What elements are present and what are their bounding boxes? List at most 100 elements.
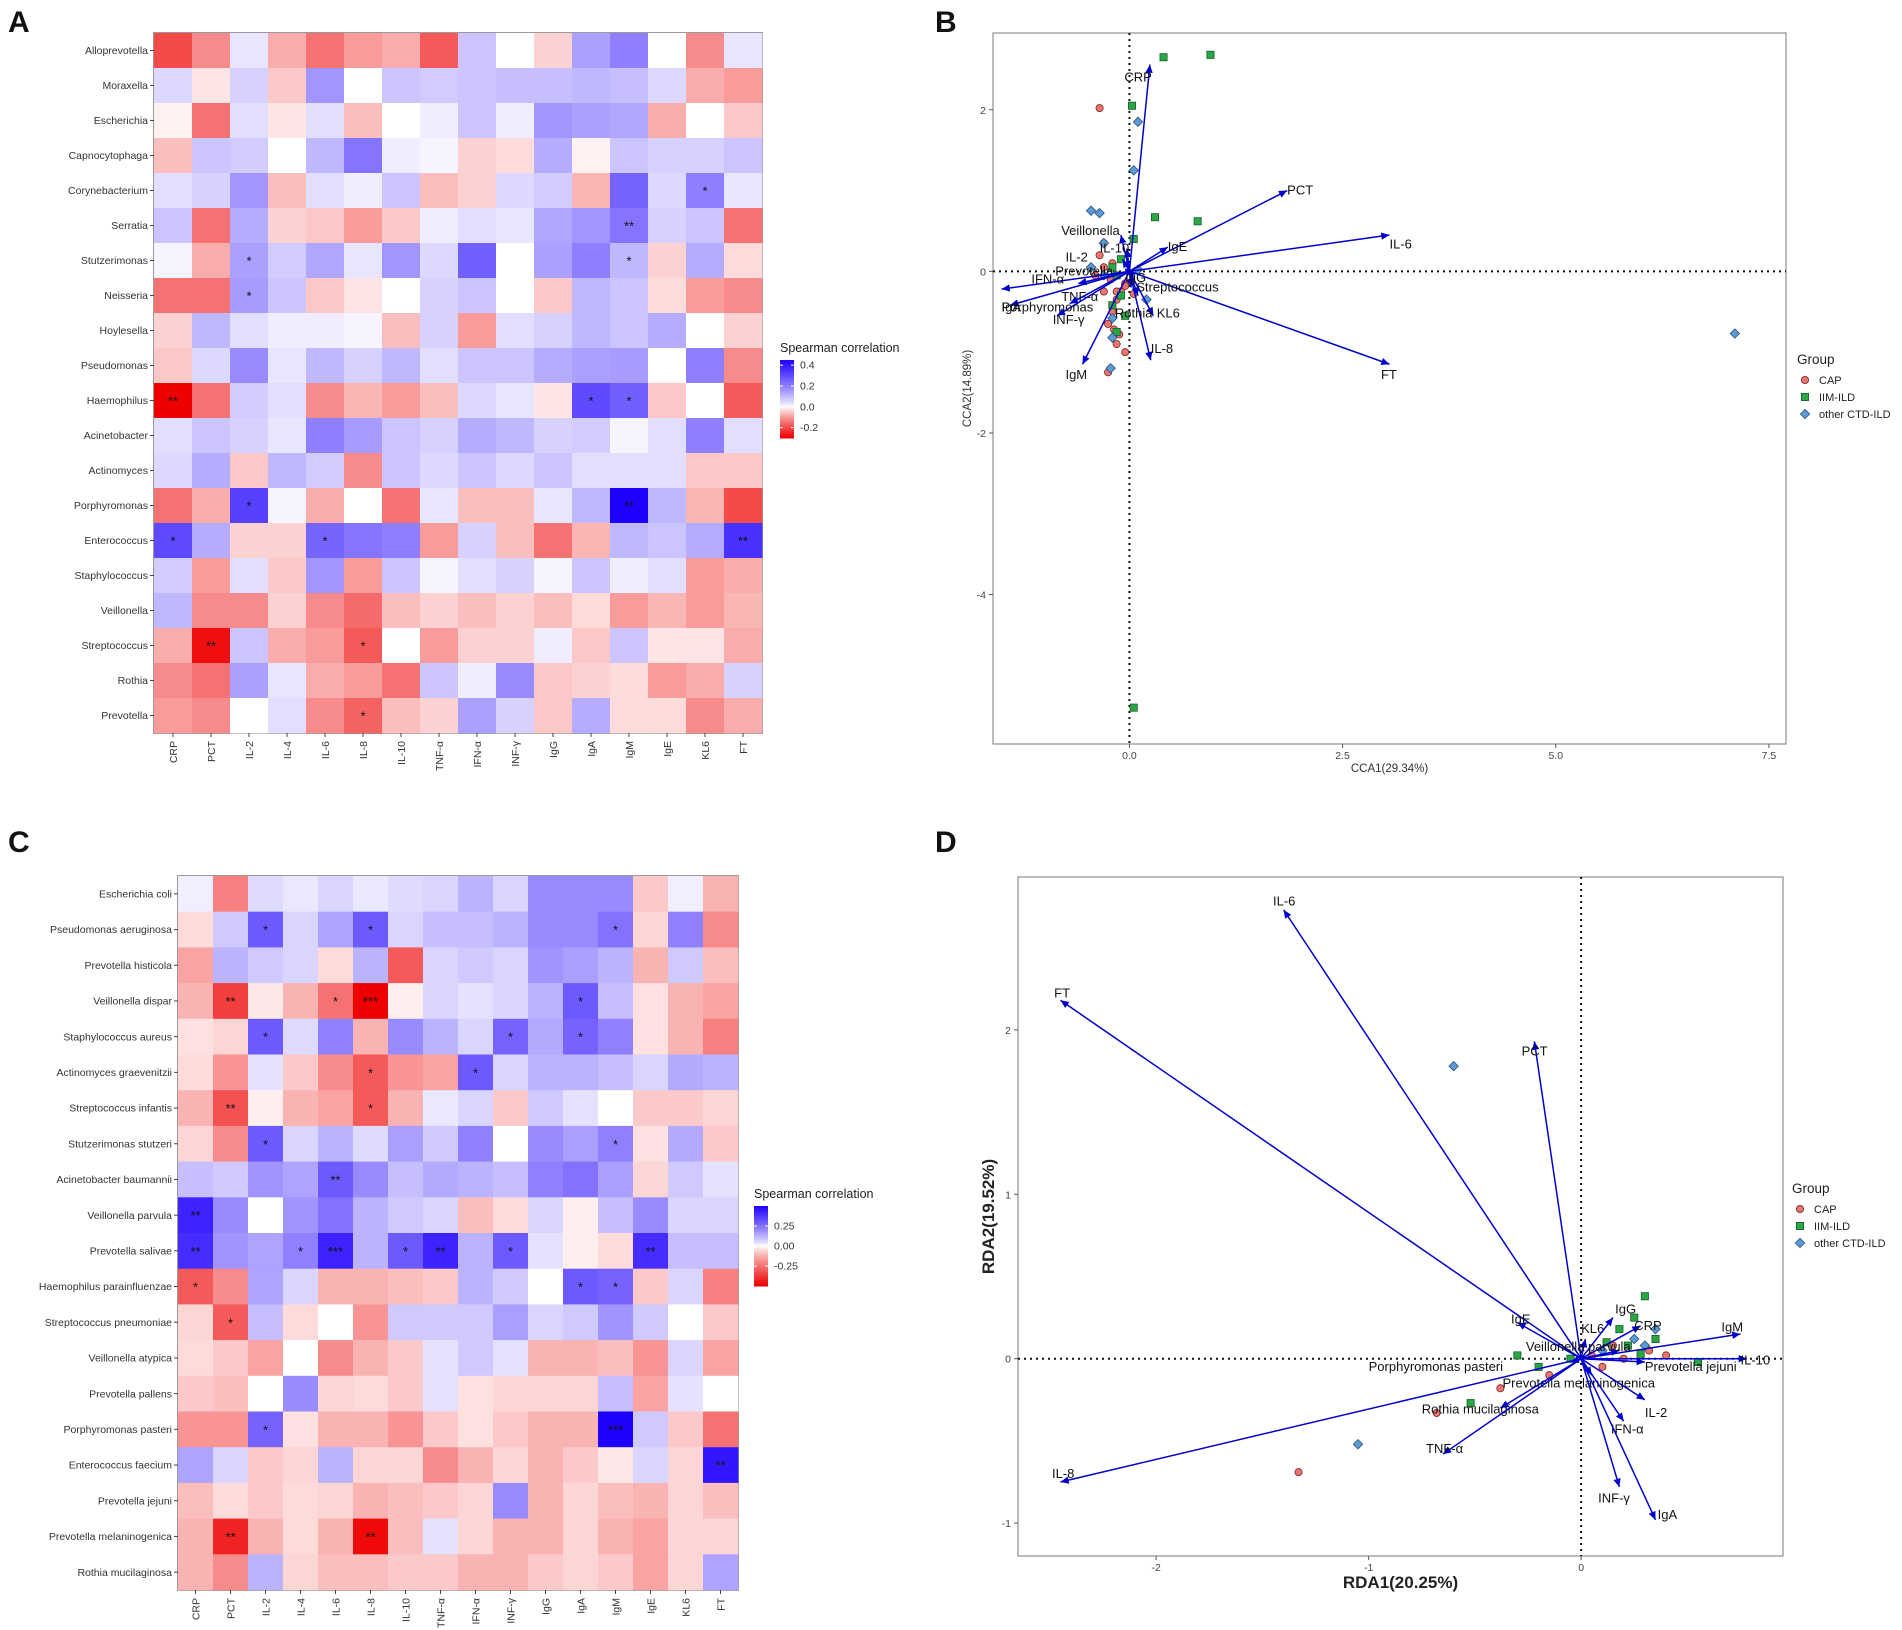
heatmap-cell-corynebacterium-kl6 <box>686 173 725 209</box>
row-label-escherichia-coli: Escherichia coli <box>99 888 172 900</box>
heatmap-cell-veillonella-tnf <box>420 593 459 629</box>
arrow-label-igm: IgM <box>1065 367 1087 382</box>
legend-color-step <box>754 1224 768 1227</box>
row-label-porphyromonas-pasteri: Porphyromonas pasteri <box>63 1424 172 1436</box>
heatmap-cell-moraxella-igm <box>610 68 649 104</box>
legend-tick-label: 0.4 <box>800 360 815 372</box>
heatmap-cell-rothia-mucilaginosa-iga <box>563 1554 599 1591</box>
heatmap-cell-streptococcus-infantis-igg <box>528 1090 564 1127</box>
heatmap-cell-staphylococcus-aureus-pct <box>213 1018 249 1055</box>
heatmap-cell-serratia-il-2 <box>230 208 269 244</box>
heatmap-cell-prevotella-pallens-ige <box>633 1375 669 1412</box>
sample-point-iim-ild <box>1116 255 1125 264</box>
heatmap-cell-staphylococcus-pct <box>192 558 231 594</box>
row-label-corynebacterium: Corynebacterium <box>68 185 148 197</box>
heatmap-cell-porphyromonas-pasteri-il-4 <box>283 1411 319 1448</box>
heatmap-cell-streptococcus-pneumoniae-pct <box>213 1304 249 1341</box>
legend-color-step <box>780 385 794 388</box>
heatmap-cell-hoylesella-inf <box>496 313 535 349</box>
heatmap-cell-enterococcus-igg <box>534 523 573 559</box>
heatmap-cell-prevotella-igg <box>534 698 573 734</box>
heatmap-cell-acinetobacter-il-6 <box>306 418 345 454</box>
legend-color-step <box>754 1218 768 1221</box>
column-label-il-8: IL-8 <box>365 1598 377 1616</box>
heatmap-cell-prevotella-inf <box>496 698 535 734</box>
heatmap-cell-prevotella-crp <box>154 698 193 734</box>
heatmap-cell-actinomyces-graevenitzii-ft <box>703 1054 739 1091</box>
legend-color-step <box>754 1214 768 1217</box>
significance-mark: * <box>263 1422 268 1437</box>
heatmap-cell-haemophilus-parainfluenzae-igg <box>528 1268 564 1305</box>
heatmap-cell-hoylesella-ige <box>648 313 687 349</box>
heatmap-cell-porphyromonas-crp <box>154 488 193 524</box>
heatmap-cell-actinomyces-graevenitzii-crp <box>178 1054 214 1091</box>
legend-color-step <box>754 1248 768 1251</box>
legend-color-step <box>754 1250 768 1253</box>
legend-color-step <box>780 375 794 379</box>
heatmap-cell-prevotella-melaninogenica-il-6 <box>318 1518 354 1555</box>
heatmap-cell-streptococcus-ige <box>648 628 687 664</box>
column-label-il-2: IL-2 <box>260 1598 272 1616</box>
arrow-head <box>1610 1348 1620 1356</box>
row-label-capnocytophaga: Capnocytophaga <box>69 150 149 162</box>
heatmap-cell-porphyromonas-igg <box>534 488 573 524</box>
heatmap-cell-veillonella-parvula-il-10 <box>388 1197 424 1234</box>
heatmap-cell-prevotella-pallens-il-10 <box>388 1375 424 1412</box>
heatmap-cell-prevotella-jejuni-ft <box>703 1482 739 1519</box>
legend-tick-label: 0.0 <box>800 401 815 413</box>
x-tick-label: 0.0 <box>1122 750 1137 762</box>
arrow-label-pct: PCT <box>1287 183 1313 198</box>
arrow-inf <box>1056 270 1130 317</box>
legend-color-step <box>780 379 794 382</box>
significance-mark: * <box>360 709 365 724</box>
group-legend-label-cap: CAP <box>1814 1204 1837 1216</box>
heatmap-cell-serratia-crp <box>154 208 193 244</box>
arrow-label-il-6: IL-6 <box>1273 894 1295 909</box>
legend-title: Spearman correlation <box>754 1187 874 1201</box>
heatmap-cell-rothia-crp <box>154 663 193 699</box>
heatmap-cell-actinomyces-il-10 <box>382 453 421 489</box>
row-label-staphylococcus: Staphylococcus <box>74 570 148 582</box>
heatmap-cell-moraxella-ft <box>724 68 763 104</box>
heatmap-cell-veillonella-igg <box>534 593 573 629</box>
heatmap-cell-actinomyces-graevenitzii-inf <box>493 1054 529 1091</box>
arrow-kl6 <box>1128 270 1154 317</box>
column-label-pct: PCT <box>225 1597 237 1619</box>
heatmap-cell-veillonella-ifn <box>458 593 497 629</box>
heatmap-cell-prevotella-iga <box>572 698 611 734</box>
significance-mark: * <box>322 534 327 549</box>
heatmap-cell-veillonella-parvula-il-4 <box>283 1197 319 1234</box>
heatmap-cell-veillonella-parvula-crp <box>178 1197 214 1234</box>
row-label-pseudomonas-aeruginosa: Pseudomonas aeruginosa <box>50 924 172 936</box>
sample-point-iim-ild <box>1112 327 1121 336</box>
heatmap-cell-enterococcus-ige <box>648 523 687 559</box>
heatmap-cell-veillonella-parvula-il-8 <box>353 1197 389 1234</box>
legend-color-step <box>780 430 794 433</box>
heatmap-cell-veillonella-dispar-il-4 <box>283 983 319 1020</box>
heatmap-cell-escherichia-coli-il-8 <box>353 876 389 913</box>
heatmap-cell-porphyromonas-iga <box>572 488 611 524</box>
heatmap-cell-pseudomonas-aeruginosa-pct <box>213 911 249 948</box>
arrow-head <box>1124 248 1132 258</box>
row-label-alloprevotella: Alloprevotella <box>85 45 148 57</box>
sample-point-iim-ild <box>1566 1354 1575 1363</box>
heatmap-panel-c: Escherichia coli Pseudomonas aeruginosa Pr… <box>39 875 739 1628</box>
legend-color-step <box>780 367 794 371</box>
sample-point-iim-ild <box>1193 217 1202 226</box>
heatmap-cell-prevotella-salivae-il-10 <box>388 1233 424 1270</box>
legend-color-step <box>780 383 794 386</box>
heatmap-cell-actinomyces-graevenitzii-igm <box>598 1054 634 1091</box>
heatmap-cell-streptococcus-infantis-ifn <box>458 1090 494 1127</box>
legend-color-step <box>754 1228 768 1231</box>
heatmap-cell-veillonella-dispar-igm <box>598 983 634 1020</box>
heatmap-cell-capnocytophaga-il-10 <box>382 138 421 174</box>
arrow-igm <box>1081 271 1131 365</box>
legend-color-step <box>780 400 794 404</box>
column-label-iga: IgA <box>586 741 598 757</box>
heatmap-cell-staphylococcus-ifn <box>458 558 497 594</box>
row-label-stutzerimonas-stutzeri: Stutzerimonas stutzeri <box>68 1138 172 1150</box>
heatmap-cell-haemophilus-il-2 <box>230 383 269 419</box>
heatmap-cell-escherichia-coli-il-6 <box>318 876 354 913</box>
heatmap-cell-streptococcus-pneumoniae-ifn <box>458 1304 494 1341</box>
legend-color-step <box>780 434 794 437</box>
